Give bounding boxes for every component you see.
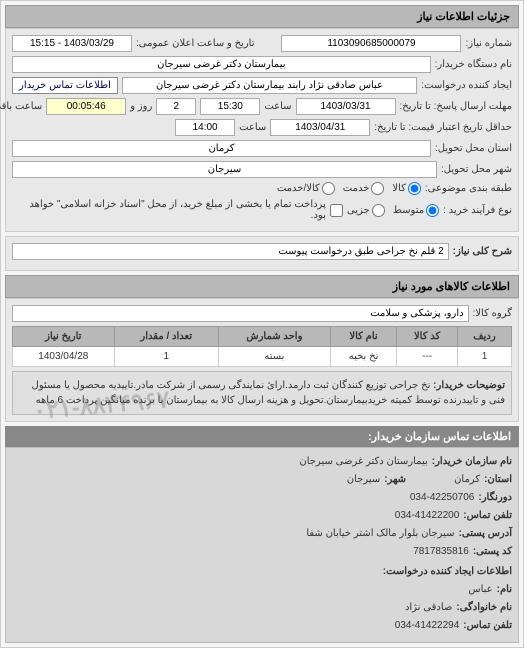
col-date: تاریخ نیاز [13, 327, 115, 347]
payment-note: پرداخت تمام یا بخشی از مبلغ خرید، از محل… [12, 199, 326, 221]
contact-fax-label: دورنگار: [478, 490, 512, 506]
col-unit: واحد شمارش [218, 327, 330, 347]
budget-opt-0[interactable]: کالا [392, 182, 421, 195]
province-input[interactable] [12, 140, 431, 157]
contact-postal-label: کد پستی: [473, 544, 512, 560]
budget-opt-1[interactable]: خدمت [343, 182, 385, 195]
general-desc-input[interactable] [12, 243, 449, 260]
remain-days-input [156, 98, 196, 115]
contact-province-label: استان: [484, 472, 512, 488]
city-input[interactable] [12, 161, 437, 178]
budget-radio-group: کالا خدمت کالا/خدمت [277, 182, 421, 195]
announce-input[interactable] [12, 35, 132, 52]
payment-opt-1[interactable]: جزیی [347, 204, 385, 217]
contact-section-title: اطلاعات تماس سازمان خریدار: [5, 426, 519, 447]
payment-checkbox[interactable] [330, 204, 343, 217]
general-desc-label: شرح کلی نیاز: [453, 246, 512, 257]
budget-opt-2[interactable]: کالا/خدمت [277, 182, 335, 195]
group-input[interactable] [12, 305, 469, 322]
contact-org: بیمارستان دکتر غرضی سیرجان [299, 454, 427, 470]
group-label: گروه کالا: [473, 308, 512, 319]
budget-label: طبقه بندی موضوعی: [425, 183, 512, 194]
table-row[interactable]: 1 --- نخ بخیه بسته 1 1403/04/28 [13, 347, 512, 367]
items-table: ردیف کد کالا نام کالا واحد شمارش تعداد /… [12, 326, 512, 367]
payment-opt-0[interactable]: متوسط [393, 204, 439, 217]
announce-label: تاریخ و ساعت اعلان عمومی: [136, 38, 255, 49]
creator-label: ایجاد کننده درخواست: [421, 80, 512, 91]
col-qty: تعداد / مقدار [114, 327, 218, 347]
contact-address: سیرجان بلوار مالک اشتر خیابان شفا [306, 526, 454, 542]
validity-label: حداقل تاریخ اعتبار قیمت: تا تاریخ: [374, 122, 512, 133]
remain-days-label: روز و [130, 101, 152, 112]
deadline-label: مهلت ارسال پاسخ: تا تاریخ: [400, 101, 512, 112]
buyer-note-box: توضیحات خریدار: نخ جراحی توزیع کنندگان ث… [12, 371, 512, 415]
buyer-note-label: توضیحات خریدار: [433, 380, 505, 391]
deadline-time-input[interactable] [200, 98, 260, 115]
contact-postal: 7817835816 [413, 544, 469, 560]
contact-name: عباس [468, 582, 492, 598]
validity-time-label: ساعت [239, 122, 266, 133]
deadline-time-label: ساعت [264, 101, 291, 112]
contact-tel-label: تلفن تماس: [463, 508, 512, 524]
contact-org-label: نام سازمان خریدار: [432, 454, 512, 470]
contact-name-label: نام: [497, 582, 512, 598]
creator-input[interactable] [122, 77, 417, 94]
validity-time-input[interactable] [175, 119, 235, 136]
col-code: کد کالا [397, 327, 458, 347]
remain-suffix: ساعت باقی مانده [0, 101, 42, 112]
col-row: ردیف [457, 327, 511, 347]
contact-city: سیرجان [347, 472, 381, 488]
buyer-org-input[interactable] [12, 56, 431, 73]
contact-tel2: 034-41422294 [395, 618, 460, 634]
items-section-title: اطلاعات کالاهای مورد نیاز [5, 275, 519, 298]
request-no-input[interactable] [281, 35, 461, 52]
buyer-org-label: نام دستگاه خریدار: [435, 59, 512, 70]
contact-buyer-button[interactable]: اطلاعات تماس خریدار [12, 77, 118, 94]
contact-province: کرمان [454, 472, 480, 488]
payment-label: نوع فرآیند خرید : [443, 205, 512, 216]
request-no-label: شماره نیاز: [465, 38, 512, 49]
remain-time-input [46, 98, 126, 115]
validity-date-input[interactable] [270, 119, 370, 136]
contact-city-label: شهر: [384, 472, 406, 488]
contact-tel: 034-41422200 [395, 508, 460, 524]
col-name: نام کالا [330, 327, 396, 347]
contact-tel2-label: تلفن تماس: [463, 618, 512, 634]
payment-radio-group: متوسط جزیی [347, 204, 439, 217]
creator-section-label: اطلاعات ایجاد کننده درخواست: [383, 564, 512, 580]
contact-address-label: آدرس پستی: [459, 526, 512, 542]
city-label: شهر محل تحویل: [441, 164, 512, 175]
contact-family-label: نام خانوادگی: [456, 600, 512, 616]
page-title: جزئیات اطلاعات نیاز [5, 5, 519, 28]
contact-family: صادقی نژاد [405, 600, 452, 616]
province-label: استان محل تحویل: [435, 143, 512, 154]
contact-fax: 034-42250706 [410, 490, 475, 506]
deadline-date-input[interactable] [296, 98, 396, 115]
